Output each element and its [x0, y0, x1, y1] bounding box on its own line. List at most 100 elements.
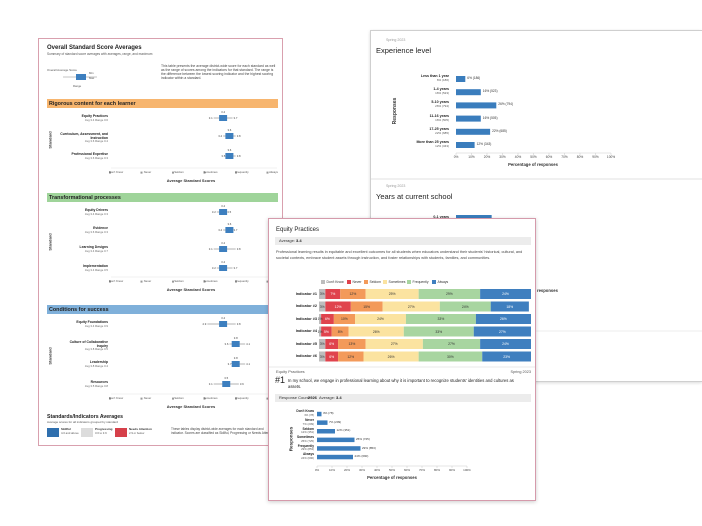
stacked-segment	[365, 339, 423, 349]
avg-label: 3.6	[227, 222, 232, 227]
legend-label: Seldom	[369, 280, 382, 285]
max-label: 3.8	[236, 153, 241, 158]
avg-label: 3.5	[224, 376, 229, 381]
max-label: 3.7	[233, 227, 238, 232]
avg-label: 3.8	[233, 356, 238, 361]
stacked-segment	[439, 301, 491, 312]
stacked-segment	[403, 326, 474, 337]
item-name: Implementation	[82, 264, 108, 268]
segment-label: 12%	[334, 304, 342, 309]
avg-label: 3.4	[221, 110, 226, 115]
x-tick-label: 40%	[373, 468, 381, 472]
axis-label: Standard	[47, 131, 53, 149]
stacked-segment	[405, 314, 476, 324]
stacked-segment	[480, 339, 531, 349]
average-box	[225, 153, 234, 159]
stacked-segment	[325, 351, 339, 362]
legend-swatch	[407, 280, 411, 284]
bar-label: 16% (505)	[482, 115, 498, 120]
bar	[317, 437, 355, 443]
stacked-segment	[490, 301, 529, 312]
item-name: Professional Expertise	[71, 152, 108, 156]
category-value: 25% (725)	[301, 438, 314, 443]
bar-label: 12% (351)	[336, 428, 351, 433]
score-report: Overall Standard Score Averages Summary o…	[38, 38, 283, 446]
scale-label: Seldom	[174, 170, 184, 174]
bar	[456, 102, 497, 109]
x-tick-label: 80%	[576, 155, 584, 159]
indicator-label: Indicator #4	[295, 329, 317, 334]
avg-label: 3.4	[221, 316, 226, 321]
category-label: 5-10 years	[431, 100, 449, 105]
legend-label: Frequently	[412, 280, 429, 285]
category-label: Always	[303, 452, 314, 457]
x-tick-label: 50%	[530, 155, 537, 159]
scale-marker	[203, 397, 206, 400]
item-stats: Avg 3.6 Range 0.4	[84, 139, 108, 143]
x-tick-label: 0%	[314, 468, 320, 472]
segment-label: 3%	[319, 304, 325, 309]
segment-label: 12%	[349, 292, 357, 296]
bar	[317, 429, 335, 434]
min-label: 3.1	[208, 246, 213, 251]
item-name: Leadership	[89, 360, 108, 364]
question-number: #1	[275, 375, 286, 385]
legend-name: Progressing	[95, 427, 113, 431]
scale-marker	[266, 397, 269, 400]
scale-marker	[172, 280, 174, 283]
legend-swatch	[115, 428, 127, 437]
scale-marker	[109, 280, 111, 283]
stacked-segment	[321, 314, 334, 324]
bar-label: 25% (725)	[356, 437, 370, 441]
min-label: 3.1	[208, 381, 213, 386]
stacked-segment	[319, 351, 326, 362]
avg-label: 3.6	[227, 148, 232, 153]
category-value: 16% (505)	[435, 117, 449, 122]
legend-swatch	[47, 428, 59, 437]
item-stats: Avg 3.6 Range 0.3	[84, 156, 108, 160]
avg-label: 3.4	[221, 260, 226, 265]
segment-label: 27%	[498, 329, 506, 334]
y-axis-label: Responses	[392, 97, 398, 125]
bar-label: 26% (794)	[498, 102, 514, 107]
stacked-segment	[475, 314, 531, 324]
segment-label: 33%	[435, 329, 443, 334]
item-stats: Avg 3.4 Range 0.6	[84, 118, 108, 122]
bar	[317, 411, 322, 417]
segment-label: 27%	[448, 342, 455, 346]
average-value: 3.4	[296, 237, 302, 243]
max-label: 3.8	[236, 246, 241, 251]
segment-label: 10%	[341, 317, 348, 321]
legend-swatch	[364, 280, 368, 284]
x-tick-label: 20%	[343, 468, 351, 472]
item-name: Learning Designs	[79, 245, 108, 249]
legend-range: 4.0 and above	[61, 431, 79, 435]
average-box	[231, 361, 240, 367]
average-bar	[275, 237, 531, 245]
segment-label: 6%	[329, 342, 335, 346]
min-label: 3.2	[211, 209, 216, 214]
scale-marker	[203, 280, 206, 283]
max-label: 3.8	[236, 321, 241, 326]
stacked-segment	[355, 314, 406, 324]
category-label: Less than 1 year	[420, 74, 449, 78]
indicator-label: Indicator #3	[295, 316, 317, 321]
segment-label: 3%	[319, 292, 325, 296]
stacked-segment	[348, 326, 404, 337]
x-tick-label: 60%	[403, 468, 411, 472]
min-label: 3.1	[208, 115, 213, 120]
scale-label: Sometimes	[203, 396, 218, 400]
x-tick-label: 60%	[545, 155, 553, 159]
indicator-label: Indicator #1	[295, 291, 317, 296]
segment-label: 8%	[337, 329, 343, 334]
scale-marker	[266, 280, 269, 283]
item-stats: Avg 3.6 Range 0.3	[84, 230, 108, 234]
segment-label: 6%	[329, 354, 335, 359]
scale-marker	[140, 397, 143, 400]
max-label: 4.1	[246, 341, 251, 346]
category-label: 1-4 years	[433, 87, 449, 92]
stacked-segment	[325, 289, 341, 299]
bar-label: 12% (343)	[476, 142, 492, 146]
bar	[456, 142, 475, 148]
